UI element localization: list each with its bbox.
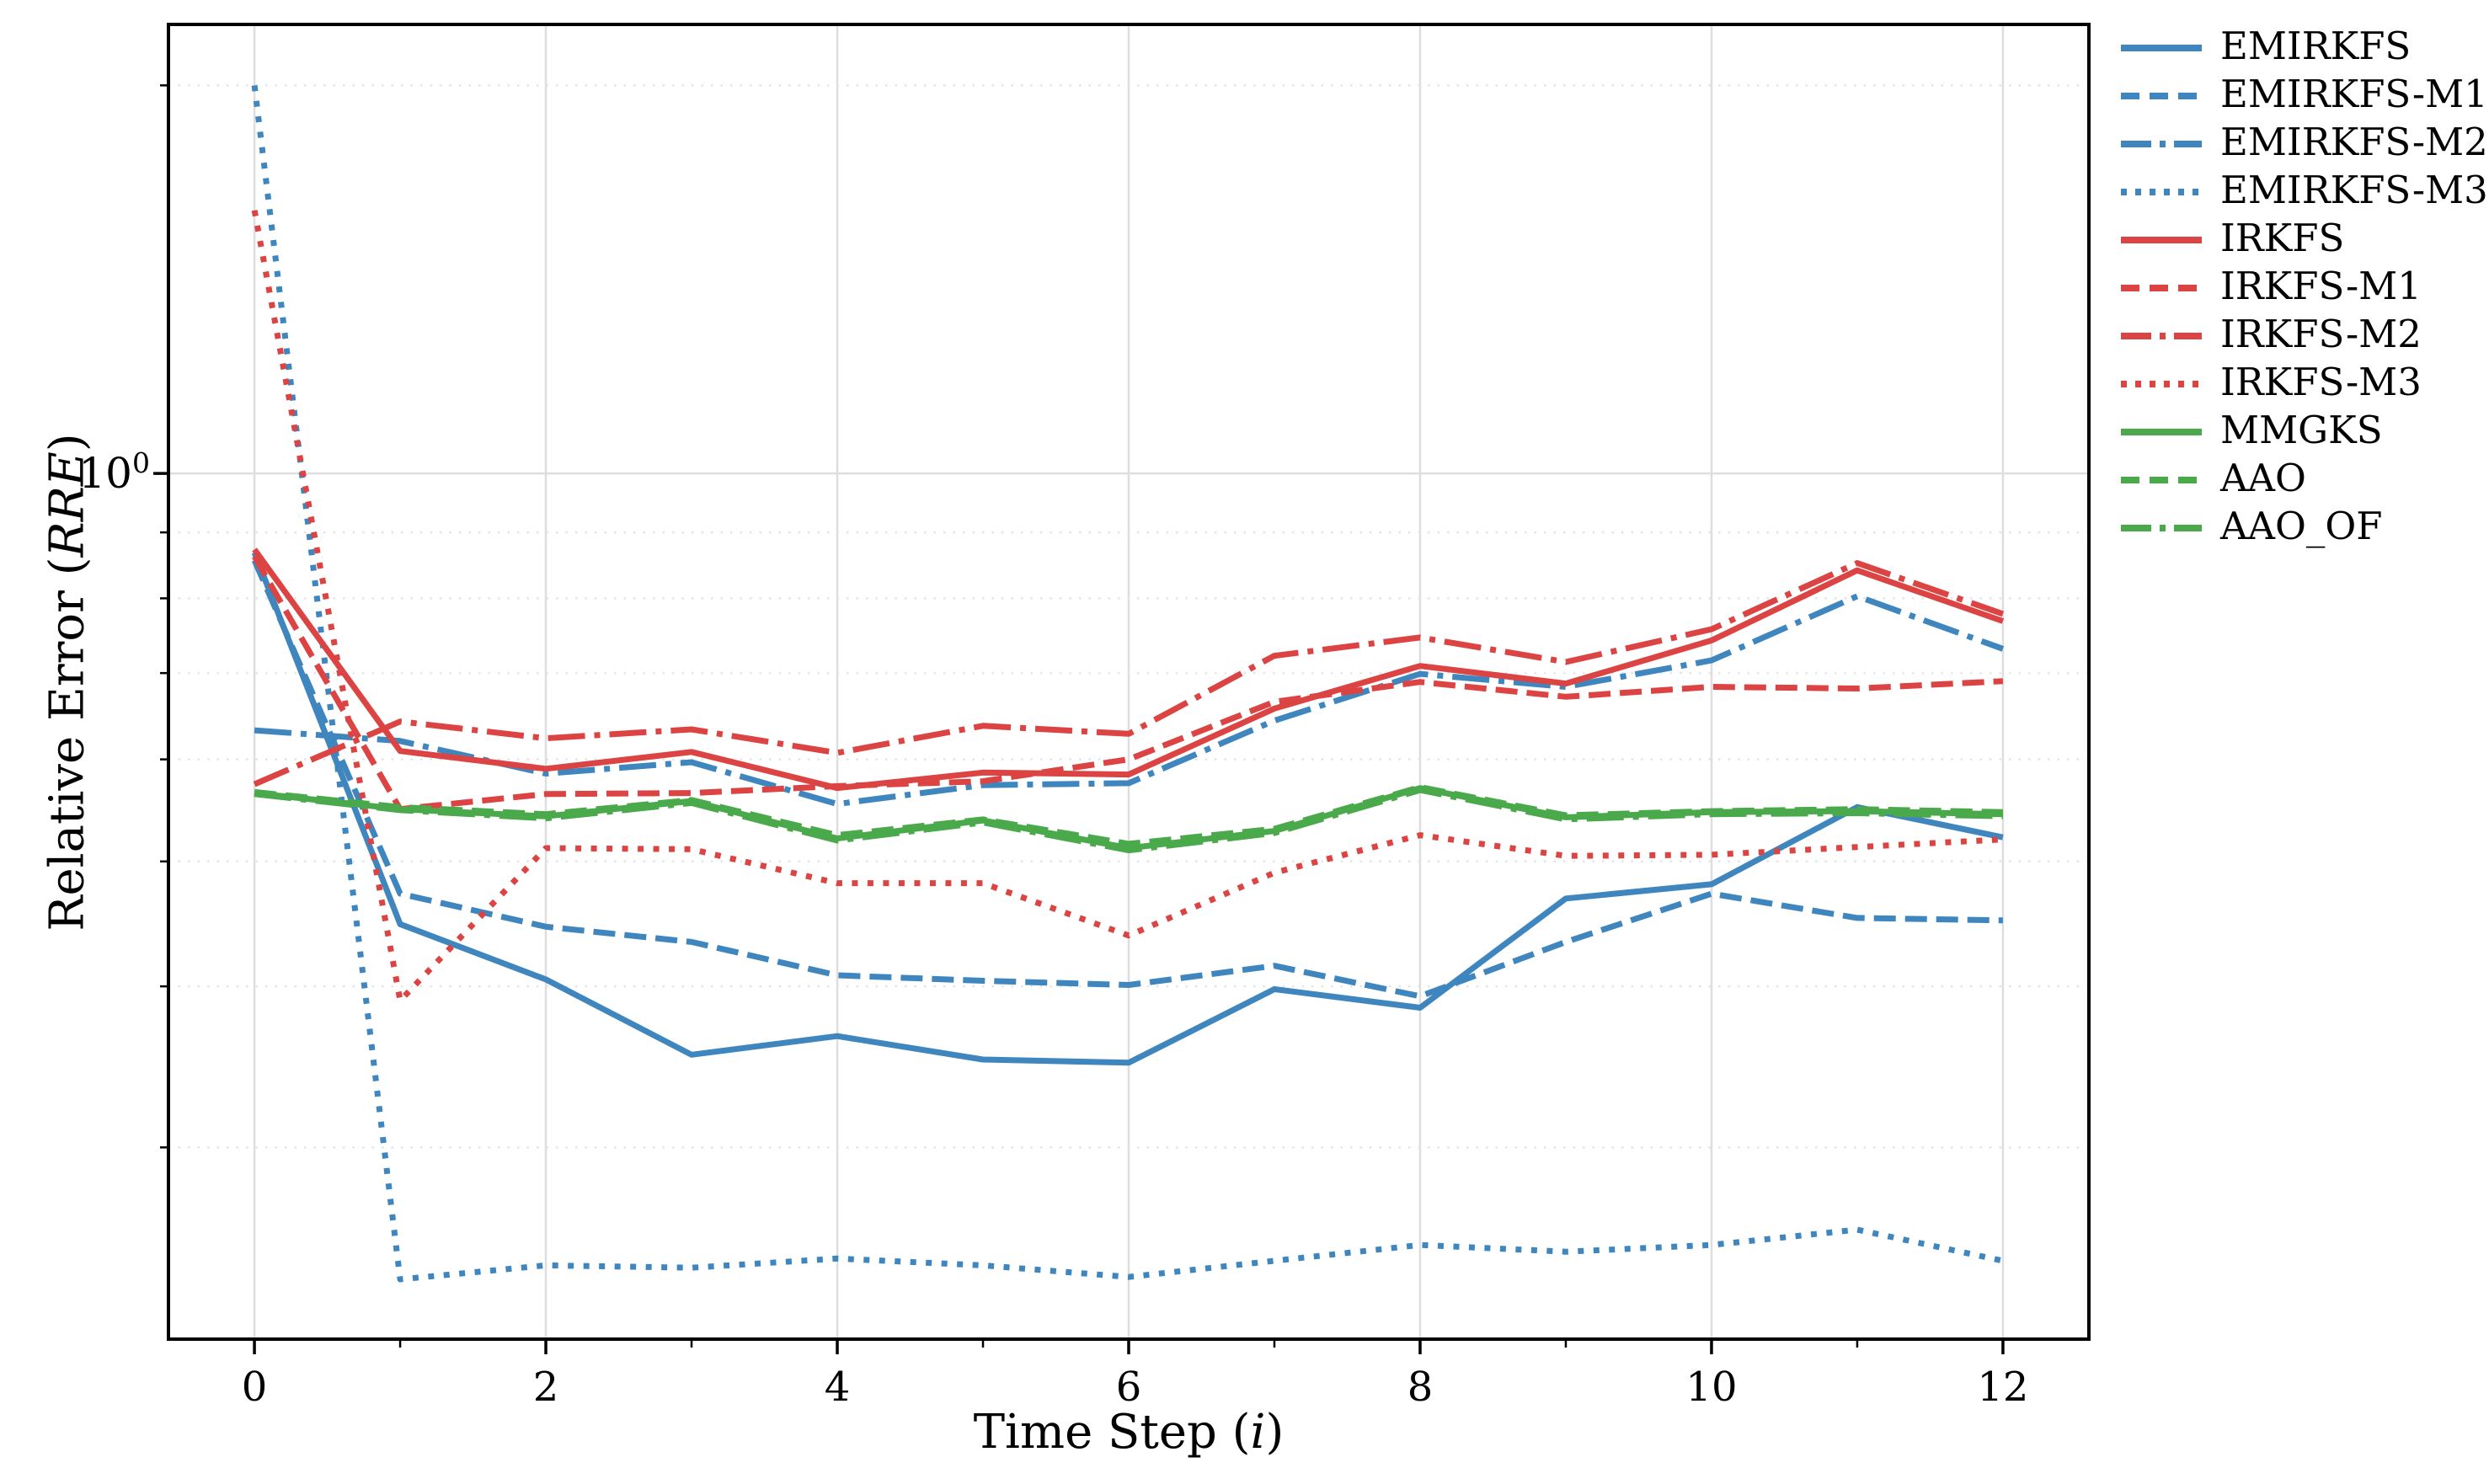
series-line-IRKFS xyxy=(252,547,2005,792)
legend-line-sample-solid xyxy=(2121,44,2202,51)
series-line-AAO_OF xyxy=(254,787,2003,854)
legend-line-sample-dashdot xyxy=(2121,524,2202,531)
legend-line-sample-dotted xyxy=(2121,188,2202,195)
series-line-EMIRKFS xyxy=(251,551,2004,1066)
x-tick-label: 12 xyxy=(1977,1364,2028,1411)
legend-line-sample-dashed xyxy=(2121,92,2202,99)
legend-line-sample-dashed xyxy=(2121,284,2202,291)
legend-label: IRKFS-M2 xyxy=(2220,312,2422,356)
legend-item-EMIRKFS-M1: EMIRKFS-M1 xyxy=(2121,72,2488,120)
series-line-IRKFS-M1 xyxy=(252,555,2004,813)
legend-label: AAO xyxy=(2220,456,2306,500)
legend-item-IRKFS-M3: IRKFS-M3 xyxy=(2121,360,2488,408)
x-tick-label: 4 xyxy=(825,1364,851,1411)
legend-line-sample-dashdot xyxy=(2121,140,2202,147)
legend-line-sample-dashdot xyxy=(2121,332,2202,339)
legend-item-EMIRKFS: EMIRKFS xyxy=(2121,24,2488,72)
legend-label: EMIRKFS xyxy=(2220,24,2412,68)
x-axis-label: Time Step (i) xyxy=(973,1405,1285,1460)
x-tick-label: 10 xyxy=(1685,1364,1737,1411)
legend-item-IRKFS-M1: IRKFS-M1 xyxy=(2121,264,2488,312)
legend-item-MMGKS: MMGKS xyxy=(2121,408,2488,456)
x-tick-label: 8 xyxy=(1407,1364,1434,1411)
legend-label: IRKFS xyxy=(2220,216,2345,260)
legend-item-EMIRKFS-M2: EMIRKFS-M2 xyxy=(2121,120,2488,168)
legend-label: IRKFS-M1 xyxy=(2220,264,2422,308)
series-line-EMIRKFS-M1 xyxy=(251,558,2003,1000)
legend-label: AAO_OF xyxy=(2220,504,2383,548)
legend-item-AAO: AAO xyxy=(2121,456,2488,504)
legend-item-IRKFS-M2: IRKFS-M2 xyxy=(2121,312,2488,360)
legend-label: IRKFS-M3 xyxy=(2220,360,2422,404)
y-axis-label: Relative Error (RRE) xyxy=(40,433,95,932)
x-tick-label: 2 xyxy=(533,1364,559,1411)
legend-item-AAO_OF: AAO_OF xyxy=(2121,504,2488,552)
legend-label: EMIRKFS-M2 xyxy=(2220,120,2488,164)
legend-label: EMIRKFS-M3 xyxy=(2220,168,2488,212)
series-line-EMIRKFS-M2 xyxy=(254,593,2005,808)
series-line-AAO xyxy=(254,784,2003,847)
series-line-IRKFS-M3 xyxy=(251,210,2004,1004)
legend: EMIRKFS EMIRKFS-M1 EMIRKFS-M2 EMIRKFS-M3 IRK… xyxy=(2121,24,2488,552)
legend-item-EMIRKFS-M3: EMIRKFS-M3 xyxy=(2121,168,2488,216)
legend-label: EMIRKFS-M1 xyxy=(2220,72,2488,116)
legend-item-IRKFS: IRKFS xyxy=(2121,216,2488,264)
legend-line-sample-solid xyxy=(2121,428,2202,435)
legend-line-sample-dashed xyxy=(2121,476,2202,483)
series-line-EMIRKFS-M3 xyxy=(251,84,2004,1283)
legend-label: MMGKS xyxy=(2220,408,2383,452)
x-tick-label: 6 xyxy=(1116,1364,1142,1411)
legend-line-sample-dotted xyxy=(2121,380,2202,387)
y-tick-label: 100 xyxy=(78,446,150,498)
series-line-IRKFS-M2 xyxy=(253,560,2005,787)
legend-line-sample-solid xyxy=(2121,236,2202,243)
x-tick-label: 0 xyxy=(242,1364,268,1411)
